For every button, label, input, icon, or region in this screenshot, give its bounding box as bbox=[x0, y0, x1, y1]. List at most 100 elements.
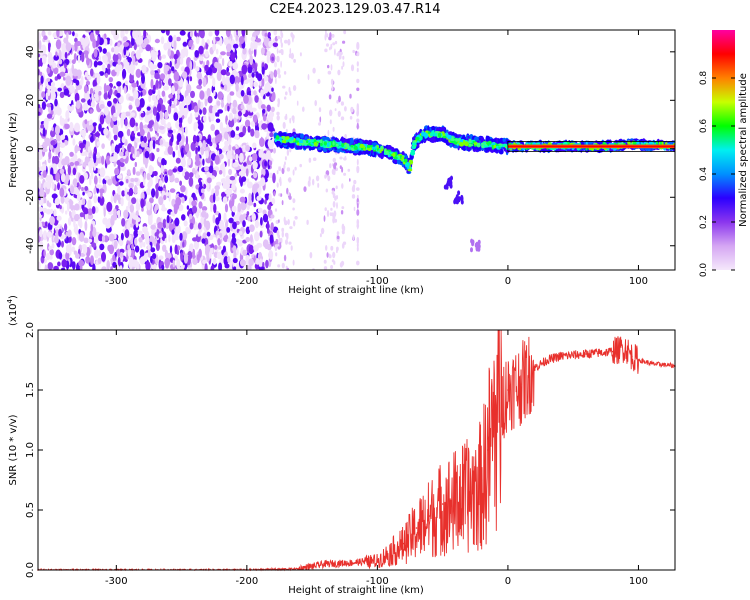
signal-halo-cell bbox=[502, 137, 506, 143]
signal-halo-cell bbox=[480, 136, 485, 144]
noise-cell bbox=[225, 71, 231, 76]
noise-cell bbox=[128, 260, 134, 269]
noise-cell bbox=[116, 47, 121, 52]
noise-cell bbox=[255, 258, 260, 265]
noise-cell bbox=[252, 153, 258, 161]
noise-cell bbox=[63, 37, 68, 44]
noise-cell bbox=[236, 247, 239, 256]
noise-cell bbox=[118, 181, 124, 186]
noise-cell bbox=[268, 139, 274, 150]
noise-cell bbox=[44, 266, 49, 270]
signal-halo-cell bbox=[396, 158, 401, 165]
noise-cell bbox=[132, 259, 139, 267]
noise-cell bbox=[215, 112, 219, 117]
noise-cell bbox=[101, 251, 106, 262]
noise-cell bbox=[92, 227, 97, 238]
noise-cell bbox=[237, 30, 241, 37]
noise-cell bbox=[262, 213, 269, 223]
noise-cell bbox=[90, 255, 94, 266]
noise-cell bbox=[284, 156, 287, 161]
noise-cell bbox=[253, 245, 259, 252]
noise-cell bbox=[73, 250, 78, 255]
noise-cell bbox=[278, 74, 281, 79]
noise-cell bbox=[196, 84, 203, 90]
noise-cell bbox=[184, 171, 190, 181]
noise-cell bbox=[105, 85, 111, 91]
noise-cell bbox=[222, 234, 229, 243]
noise-cell bbox=[273, 30, 278, 36]
signal-core-cell bbox=[434, 132, 438, 136]
noise-cell bbox=[215, 187, 219, 197]
noise-cell bbox=[353, 179, 357, 185]
noise-cell bbox=[147, 216, 153, 226]
noise-cell bbox=[39, 84, 43, 91]
noise-cell bbox=[287, 38, 291, 46]
noise-cell bbox=[175, 224, 181, 234]
noise-cell bbox=[330, 78, 334, 86]
noise-cell bbox=[282, 85, 286, 89]
noise-cell bbox=[195, 153, 200, 163]
noise-cell bbox=[107, 68, 111, 75]
noise-cell bbox=[179, 30, 186, 36]
noise-cell bbox=[240, 75, 244, 86]
noise-cell bbox=[161, 90, 166, 97]
noise-cell bbox=[233, 266, 237, 270]
noise-cell bbox=[226, 66, 230, 73]
noise-cell bbox=[150, 78, 154, 89]
noise-cell bbox=[77, 218, 83, 227]
noise-cell bbox=[218, 262, 223, 270]
noise-cell bbox=[342, 40, 346, 44]
noise-cell bbox=[336, 235, 340, 240]
noise-cell bbox=[94, 72, 101, 78]
noise-cell bbox=[268, 250, 274, 260]
noise-cell bbox=[331, 212, 334, 217]
noise-cell bbox=[69, 85, 75, 94]
noise-cell bbox=[234, 148, 241, 155]
noise-cell bbox=[267, 204, 272, 211]
noise-cell bbox=[138, 237, 143, 243]
noise-cell bbox=[244, 34, 247, 44]
signal-core-cell bbox=[379, 149, 382, 154]
noise-cell bbox=[181, 196, 185, 204]
noise-cell bbox=[217, 71, 222, 76]
noise-cell bbox=[105, 155, 111, 165]
noise-cell bbox=[121, 190, 126, 197]
noise-cell bbox=[212, 214, 216, 224]
noise-cell bbox=[188, 213, 193, 220]
noise-cell bbox=[209, 74, 214, 79]
noise-cell bbox=[326, 210, 330, 217]
noise-cell bbox=[356, 238, 359, 245]
noise-cell bbox=[50, 140, 56, 146]
noise-cell bbox=[82, 133, 86, 140]
noise-cell bbox=[273, 147, 276, 154]
noise-cell bbox=[178, 116, 183, 125]
noise-cell bbox=[216, 150, 220, 156]
noise-cell bbox=[170, 104, 176, 109]
noise-cell bbox=[98, 90, 102, 96]
noise-cell bbox=[58, 252, 63, 260]
noise-cell bbox=[160, 118, 166, 126]
noise-cell bbox=[228, 168, 233, 176]
noise-cell bbox=[168, 191, 171, 202]
noise-cell bbox=[62, 45, 65, 54]
noise-cell bbox=[103, 235, 109, 243]
noise-cell bbox=[159, 73, 166, 80]
noise-cell bbox=[226, 51, 231, 57]
noise-cell bbox=[79, 264, 83, 270]
noise-cell bbox=[99, 114, 105, 125]
signal-halo-cell bbox=[317, 147, 322, 151]
noise-cell bbox=[242, 144, 247, 153]
noise-cell bbox=[315, 175, 320, 182]
noise-cell bbox=[85, 80, 91, 86]
noise-cell bbox=[122, 68, 127, 79]
signal-core-cell bbox=[405, 160, 407, 163]
noise-cell bbox=[147, 248, 151, 259]
noise-cell bbox=[291, 34, 295, 40]
noise-cell bbox=[188, 176, 194, 187]
noise-cell bbox=[330, 64, 333, 71]
noise-cell bbox=[118, 64, 123, 71]
noise-cell bbox=[74, 92, 80, 103]
noise-cell bbox=[329, 119, 332, 125]
noise-cell bbox=[340, 210, 344, 215]
noise-cell bbox=[317, 78, 321, 85]
